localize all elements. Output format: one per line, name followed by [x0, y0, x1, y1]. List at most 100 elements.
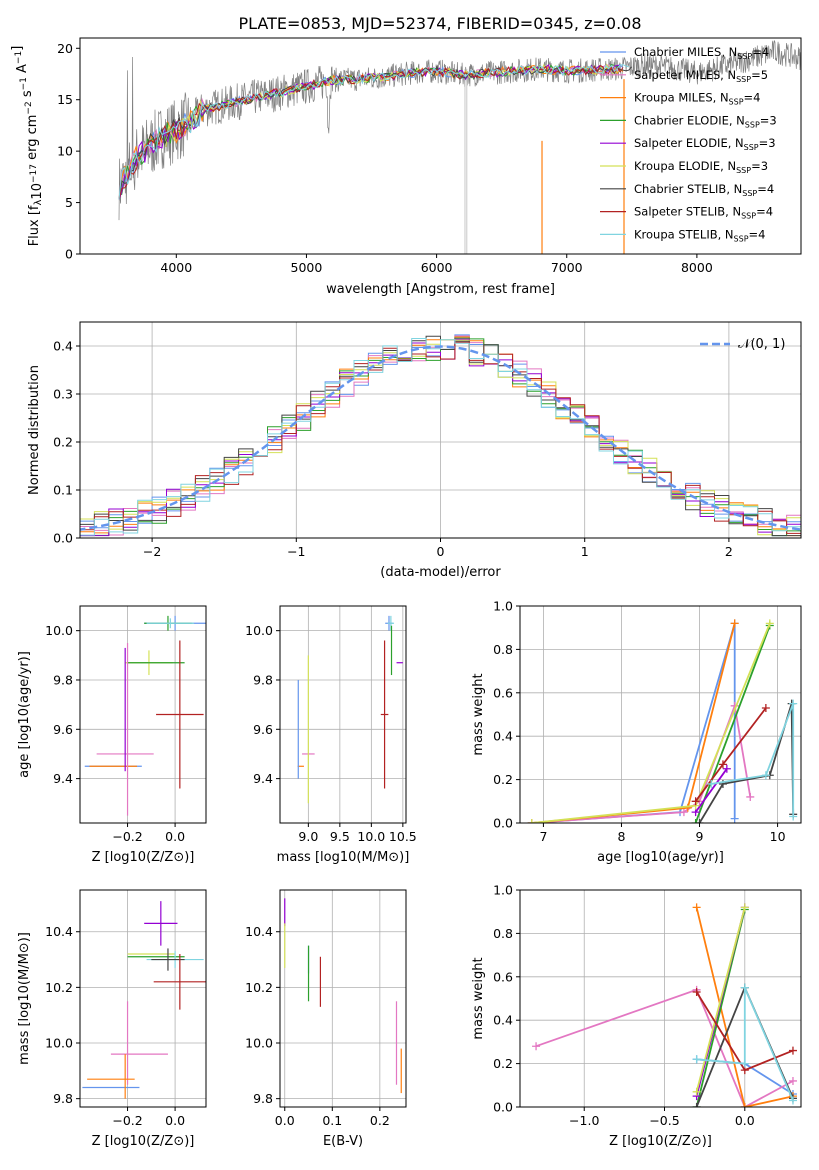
y-axis-label: mass [log10(M/M⊙)]: [17, 932, 32, 1065]
y-tick-label: 0.0: [493, 1100, 513, 1115]
x-axis-label: (data-model)/error: [380, 565, 501, 580]
y-tick-label: 10.0: [45, 623, 73, 638]
legend-entry: Kroupa STELIB, NSSP=4: [634, 227, 765, 243]
weight-marker: [730, 814, 739, 823]
x-tick-label: −1.0: [569, 1113, 599, 1128]
y-axis-label: Normed distribution: [27, 365, 42, 495]
weight-marker: [765, 619, 774, 628]
y-tick-label: 10.4: [245, 924, 273, 939]
weight-marker: [692, 1087, 701, 1096]
legend-label: Chabrier ELODIE, N: [634, 113, 745, 127]
y-tick-label: 9.8: [253, 672, 273, 687]
y-tick-label: 0.6: [493, 685, 513, 700]
y-tick-label: 9.4: [253, 771, 273, 786]
weight-marker: [692, 987, 701, 996]
x-tick-label: −0.2: [112, 829, 142, 844]
y-tick-label: 10.0: [245, 1036, 273, 1051]
y-axis-label-part: A: [15, 64, 30, 77]
weight-line-salpeter-elodie: [694, 768, 728, 813]
plot-frame: [79, 889, 207, 1108]
weight-marker: [761, 703, 770, 712]
model-spectrum-chabrier-miles: [118, 64, 624, 200]
legend-label: Chabrier STELIB, N: [634, 182, 742, 196]
y-tick-label: 1.0: [493, 883, 513, 898]
y-tick-label: 9.8: [253, 1091, 273, 1106]
model-spectrum-kroupa-stelib: [118, 64, 629, 200]
y-tick-label: 1.0: [493, 599, 513, 614]
y-axis-label: mass weight: [471, 673, 486, 755]
weight-marker: [692, 1055, 701, 1064]
legend-subscript: SSP: [737, 52, 752, 61]
x-tick-label: 8: [617, 829, 625, 844]
model-spectrum-chabrier-stelib: [118, 65, 632, 200]
weight-marker: [789, 699, 798, 708]
x-axis-label: Z [log10(Z/Z⊙)]: [92, 850, 195, 865]
x-tick-label: 9.0: [298, 829, 318, 844]
y-tick-label: 10.0: [245, 623, 273, 638]
weight-marker: [683, 803, 692, 812]
y-axis-label-part: ]: [10, 46, 25, 51]
legend-nssp: =4: [756, 205, 773, 219]
legend-subscript: SSP: [742, 189, 757, 198]
legend-nssp: =4: [744, 91, 761, 105]
spectrum-lines: [118, 40, 801, 254]
weight-marker: [722, 764, 731, 773]
y-tick-label: 9.6: [253, 722, 273, 737]
x-tick-label: 1: [581, 544, 589, 559]
y-tick-label: 5: [65, 195, 73, 210]
y-tick-label: 0.4: [53, 339, 73, 354]
histograms: [80, 334, 801, 537]
model-spectrum-chabrier-elodie: [121, 64, 621, 196]
weight-marker: [761, 771, 770, 780]
weight-marker: [740, 903, 749, 912]
x-axis-label: mass [log10(M/M⊙)]: [277, 850, 410, 865]
x-tick-label: 9: [696, 829, 704, 844]
x-tick-label: 0.0: [165, 829, 185, 844]
x-tick-label: 6000: [421, 260, 453, 275]
weight-marker: [679, 808, 688, 817]
weight-lines: [532, 903, 797, 1107]
y-axis-label-part: Flux [f: [27, 205, 42, 246]
legend-nssp: =4: [752, 45, 769, 59]
weight-marker: [695, 819, 704, 823]
legend-subscript: SSP: [736, 166, 751, 175]
weight-line-chabrier-elodie: [694, 625, 771, 823]
legend-subscript: SSP: [734, 234, 749, 243]
y-tick-label: 10.2: [245, 980, 273, 995]
legend-label: Kroupa ELODIE, N: [634, 159, 736, 173]
x-tick-label: 10.0: [357, 829, 385, 844]
weight-marker: [746, 792, 755, 801]
legend-label: Salpeter MILES, N: [634, 68, 736, 82]
y-tick-label: 9.4: [53, 771, 73, 786]
y-axis-label-part: erg cm: [25, 115, 40, 164]
weight-marker: [789, 812, 798, 821]
weight-line-kroupa-miles: [695, 907, 794, 1107]
x-tick-label: −0.2: [112, 1113, 142, 1128]
y-axis-label: age [log10(age/yr)]: [17, 651, 32, 778]
x-axis-label: E(B-V): [323, 1134, 363, 1149]
y-axis-label: mass weight: [471, 957, 486, 1039]
x-axis-label: Z [log10(Z/Z⊙)]: [609, 1134, 712, 1149]
y-tick-label: 0: [65, 247, 73, 262]
legend-label: Kroupa MILES, N: [634, 91, 729, 105]
legend-entry: Salpeter STELIB, NSSP=4: [634, 205, 773, 221]
x-tick-label: 0.0: [275, 1113, 295, 1128]
legend-nssp: =3: [760, 113, 777, 127]
y-axis-label: Flux [fλ10−17 erg cm−2 s−1 A−1]: [10, 46, 45, 247]
y-tick-label: 0.0: [493, 816, 513, 831]
y-axis-label-part: −1: [19, 77, 29, 90]
legend-entry: 𝒩(0, 1): [738, 337, 785, 352]
plot-frame: [79, 605, 207, 824]
y-tick-label: 10.0: [45, 1036, 73, 1051]
weight-marker: [740, 983, 749, 992]
weight-line-kroupa-stelib: [696, 987, 794, 1101]
x-tick-label: 0.0: [165, 1113, 185, 1128]
y-tick-label: 0.3: [53, 387, 73, 402]
x-axis-label: wavelength [Angstrom, rest frame]: [326, 282, 555, 297]
x-tick-label: 7000: [551, 260, 583, 275]
x-tick-label: −1: [287, 544, 305, 559]
y-tick-label: 0.4: [493, 1013, 513, 1028]
y-tick-label: 0.4: [493, 729, 513, 744]
legend-subscript: SSP: [745, 120, 760, 129]
y-tick-label: 10: [57, 144, 73, 159]
